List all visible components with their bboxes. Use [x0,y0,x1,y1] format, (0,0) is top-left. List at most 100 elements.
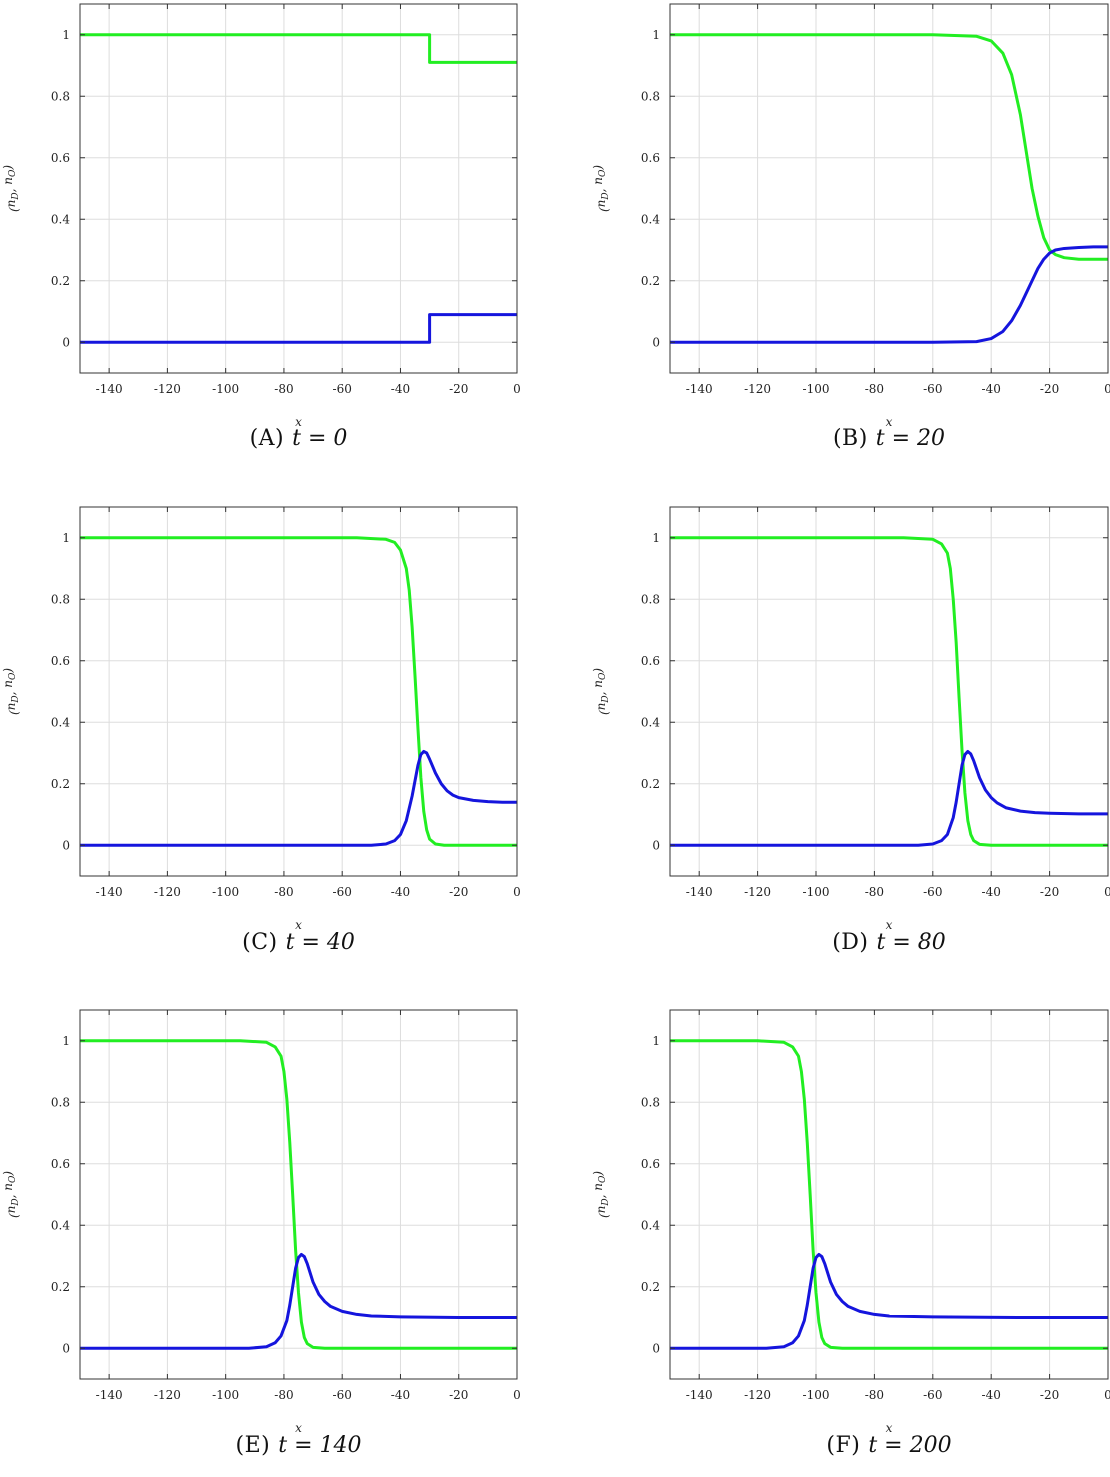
y-tick-label: 1 [652,28,660,42]
y-axis-label: (nD, nO) [591,1171,611,1218]
x-tick-label: -140 [96,885,123,899]
panel-letter: (D) [832,930,869,955]
y-tick-label: 0.6 [51,1157,70,1171]
x-tick-label: -120 [744,1388,771,1402]
y-tick-label: 0.2 [51,274,70,288]
y-tick-label: 0.2 [51,777,70,791]
x-tick-label: -60 [333,382,352,396]
panel-letter: (A) [249,426,285,451]
series-line-blue [80,1252,517,1350]
x-tick-label: -80 [274,382,293,396]
y-tick-label: 0.8 [51,89,70,103]
x-tick-label: -60 [923,885,942,899]
x-tick-label: -100 [803,885,830,899]
x-tick-label: 0 [513,1388,521,1402]
plot-frame [669,3,1109,374]
x-tick-label: -120 [154,885,181,899]
panel-letter: (E) [235,1433,271,1458]
x-axis-label: x [295,918,302,932]
x-tick-label: -20 [449,382,468,396]
series-line-blue [80,313,517,344]
panel-caption-c: (C) t = 40 [149,930,449,955]
plot-frame [79,506,518,877]
panel-letter: (B) [832,426,868,451]
plot-frame [79,3,518,374]
panel-time-label: t = 20 [875,426,946,451]
y-tick-label: 0.4 [51,212,70,226]
series-line-blue [80,749,517,847]
y-tick-label: 0.2 [641,274,660,288]
x-tick-label: -100 [803,1388,830,1402]
x-axis-label: x [886,1421,893,1435]
x-tick-label: -20 [449,1388,468,1402]
x-tick-label: -40 [391,1388,410,1402]
panel-caption-f: (F) t = 200 [739,1433,1039,1458]
x-tick-label: 0 [1104,885,1110,899]
series-line-green [670,536,1108,847]
series-line-green [80,33,517,64]
y-tick-label: 1 [62,531,70,545]
x-tick-label: -20 [1040,382,1059,396]
y-tick-label: 0.4 [51,1218,70,1232]
panel-time-label: t = 0 [292,426,348,451]
y-tick-label: 0.4 [641,1218,660,1232]
y-tick-label: 0.8 [641,592,660,606]
y-axis-label: (nD, nO) [1,165,21,212]
x-tick-label: 0 [513,885,521,899]
x-tick-label: -140 [686,382,713,396]
series-line-green [80,536,517,847]
x-tick-label: -120 [154,382,181,396]
x-tick-label: -40 [391,885,410,899]
panel-time-label: t = 200 [868,1433,952,1458]
y-tick-label: 0 [652,335,660,349]
x-tick-label: -40 [391,382,410,396]
x-tick-label: -140 [96,382,123,396]
series-line-green [670,33,1108,261]
x-tick-label: -120 [154,1388,181,1402]
x-axis-label: x [886,415,893,429]
panel-time-label: t = 80 [876,930,946,955]
plot-frame [669,506,1109,877]
x-tick-label: -80 [865,885,884,899]
x-tick-label: -60 [333,885,352,899]
y-tick-label: 0.6 [51,151,70,165]
x-tick-label: -100 [212,1388,239,1402]
y-tick-label: 0.4 [641,212,660,226]
x-tick-label: -40 [982,382,1001,396]
y-tick-label: 0.2 [51,1280,70,1294]
panel-caption-d: (D) t = 80 [739,930,1039,955]
x-tick-label: -40 [982,1388,1001,1402]
y-tick-label: 0.2 [641,777,660,791]
y-axis-label: (nD, nO) [591,668,611,715]
x-tick-label: 0 [1104,1388,1110,1402]
y-axis-label: (nD, nO) [591,165,611,212]
series-line-blue [670,245,1108,344]
x-axis-label: x [886,918,893,932]
x-tick-label: -80 [865,1388,884,1402]
panel-time-label: t = 40 [285,930,355,955]
y-tick-label: 0.8 [641,89,660,103]
y-tick-label: 1 [62,28,70,42]
x-tick-label: -20 [449,885,468,899]
x-tick-label: -20 [1040,885,1059,899]
y-tick-label: 1 [652,1034,660,1048]
x-tick-label: -120 [744,382,771,396]
x-tick-label: -140 [96,1388,123,1402]
x-tick-label: -20 [1040,1388,1059,1402]
y-tick-label: 0 [652,838,660,852]
x-tick-label: 0 [1104,382,1110,396]
y-tick-label: 1 [62,1034,70,1048]
y-tick-label: 0.8 [51,1095,70,1109]
y-tick-label: 0.6 [641,1157,660,1171]
x-tick-label: -80 [274,885,293,899]
panel-letter: (C) [242,930,278,955]
y-tick-label: 0 [652,1341,660,1355]
grid [80,1010,518,1379]
panel-caption-e: (E) t = 140 [149,1433,449,1458]
x-tick-label: -100 [803,382,830,396]
y-tick-label: 0.8 [51,592,70,606]
